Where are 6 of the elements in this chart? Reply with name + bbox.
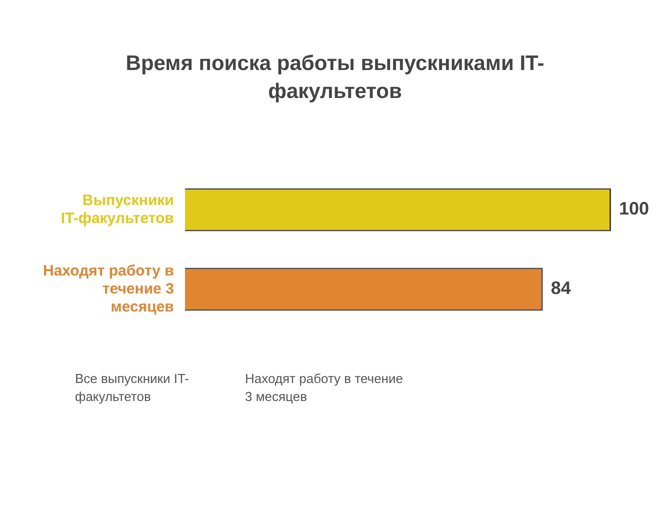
data-label: 84 [550,278,571,298]
chart-title: Время поиска работы выпускниками IT-факультетов [124,51,546,105]
data-label: 100 [619,198,650,219]
y-tick-label: Выпускники IT-факультетов [60,192,174,227]
text: Все выпускники IT-факультетов [75,370,190,406]
text: Находят работу в течение 3 месяцев [245,370,404,406]
